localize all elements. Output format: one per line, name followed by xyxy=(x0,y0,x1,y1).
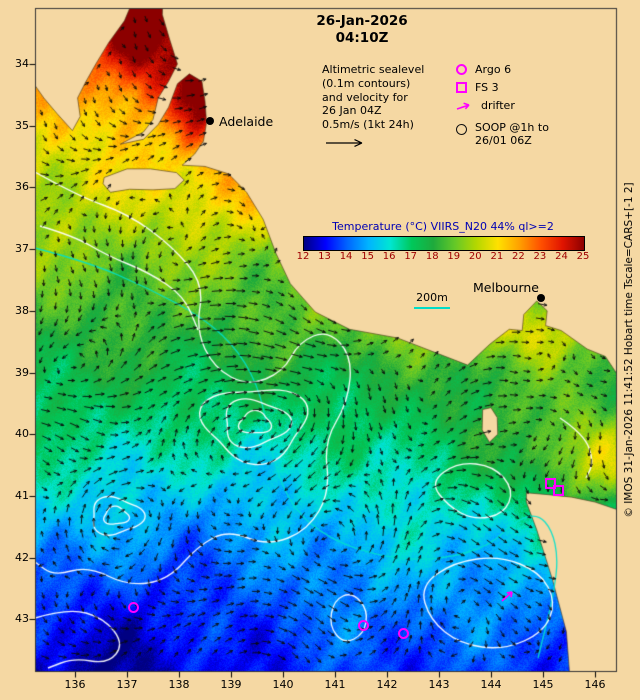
x-axis-tick-label: 141 xyxy=(324,678,346,691)
depth-contour-line-icon xyxy=(414,307,450,309)
colorbar-tick: 13 xyxy=(318,251,331,262)
argo-legend-label: Argo 6 xyxy=(475,63,512,76)
y-axis-tick-label: 39 xyxy=(15,365,29,379)
map-legend: Argo 6 FS 3 drifter SOOP @1h to 26/01 06… xyxy=(456,63,549,152)
soop-label-line2: 26/01 06Z xyxy=(475,134,532,147)
y-axis-tick-label: 41 xyxy=(15,488,29,502)
colorbar-tick-labels: 12 13 14 15 16 17 18 19 20 21 22 23 24 25 xyxy=(297,251,590,264)
annotation-line: (0.1m contours) xyxy=(322,76,411,90)
colorbar-tick: 17 xyxy=(404,251,418,262)
y-axis-tick-label: 36 xyxy=(15,180,29,194)
annotation-line: 0.5m/s (1kt 24h) xyxy=(322,118,414,132)
x-axis-tick-label: 140 xyxy=(272,678,294,691)
soop-label-line1: SOOP @1h to xyxy=(475,121,549,134)
soop-legend-label: SOOP @1h to 26/01 06Z xyxy=(475,121,549,147)
legend-row-soop: SOOP @1h to 26/01 06Z xyxy=(456,121,549,147)
map-date: 26-Jan-2026 xyxy=(316,13,408,29)
drifter-marker xyxy=(500,588,516,604)
colorbar-gradient xyxy=(303,236,585,251)
melbourne-dot-icon xyxy=(537,294,545,302)
x-axis-tick-label: 139 xyxy=(220,678,242,691)
argo-float-marker xyxy=(128,602,139,613)
depth-contour-label: 200m xyxy=(416,291,448,304)
soop-legend-icon xyxy=(456,124,467,135)
x-axis-tick-label: 145 xyxy=(532,678,554,691)
drifter-legend-label: drifter xyxy=(481,99,515,112)
colorbar-tick: 14 xyxy=(339,251,353,262)
legend-row-fs: FS 3 xyxy=(456,81,549,94)
argo-legend-icon xyxy=(456,64,467,75)
adelaide-dot-icon xyxy=(206,117,214,125)
legend-row-argo: Argo 6 xyxy=(456,63,549,76)
y-axis-tick-label: 35 xyxy=(15,118,29,132)
fs-station-marker xyxy=(553,485,564,496)
colorbar-title: Temperature (°C) VIIRS_N20 44% ql>=2 xyxy=(332,220,554,233)
annotation-line: and velocity for xyxy=(322,90,408,104)
x-axis-tick-label: 142 xyxy=(376,678,398,691)
x-axis-tick-label: 144 xyxy=(480,678,502,691)
y-axis-tick-label: 40 xyxy=(15,427,29,441)
map-time: 04:10Z xyxy=(335,30,389,46)
colorbar-tick: 18 xyxy=(425,251,439,262)
x-axis-tick-label: 137 xyxy=(116,678,138,691)
colorbar-tick: 16 xyxy=(382,251,396,262)
annotation-line: 26 Jan 04Z xyxy=(322,104,382,118)
colorbar-tick: 22 xyxy=(512,251,525,262)
annotation-block: Altimetric sealevel (0.1m contours) and … xyxy=(322,63,424,149)
y-axis-tick-label: 38 xyxy=(15,303,29,317)
colorbar-tick: 15 xyxy=(361,251,374,262)
argo-float-marker xyxy=(358,620,369,631)
drifter-legend-icon xyxy=(456,101,470,110)
y-axis-tick-label: 37 xyxy=(15,242,29,256)
fs-legend-icon xyxy=(456,82,467,93)
copyright-text: © IMOS 31-Jan-2026 11:41:52 Hobart time … xyxy=(623,182,635,518)
x-axis-tick-label: 136 xyxy=(64,678,86,691)
colorbar-tick: 25 xyxy=(576,251,590,262)
annotation-line: Altimetric sealevel xyxy=(322,63,425,76)
x-axis-tick-label: 138 xyxy=(168,678,190,691)
melbourne-label: Melbourne xyxy=(473,280,539,295)
colorbar-tick: 24 xyxy=(555,251,568,262)
map-datetime: 26-Jan-2026 04:10Z xyxy=(270,13,454,47)
x-axis-tick-label: 146 xyxy=(584,678,606,691)
y-axis-tick-label: 43 xyxy=(15,612,29,626)
colorbar-tick: 12 xyxy=(296,251,310,262)
x-axis-tick-label: 143 xyxy=(428,678,450,691)
depth-contour-key: 200m xyxy=(407,291,457,309)
colorbar-tick: 21 xyxy=(490,251,504,262)
y-axis-tick-label: 42 xyxy=(15,550,29,564)
colorbar-tick: 20 xyxy=(468,251,482,262)
colorbar-tick: 23 xyxy=(533,251,547,262)
legend-row-drifter: drifter xyxy=(456,99,549,112)
city-adelaide: Adelaide xyxy=(206,114,274,129)
fs-station-marker xyxy=(545,478,556,489)
city-melbourne: Melbourne xyxy=(473,280,545,302)
adelaide-label: Adelaide xyxy=(219,114,274,129)
fs-legend-label: FS 3 xyxy=(475,81,499,94)
argo-float-marker xyxy=(398,628,409,639)
velocity-scale-arrow-icon xyxy=(326,139,363,147)
y-axis-tick-label: 34 xyxy=(15,57,29,70)
colorbar-tick: 19 xyxy=(447,251,461,262)
